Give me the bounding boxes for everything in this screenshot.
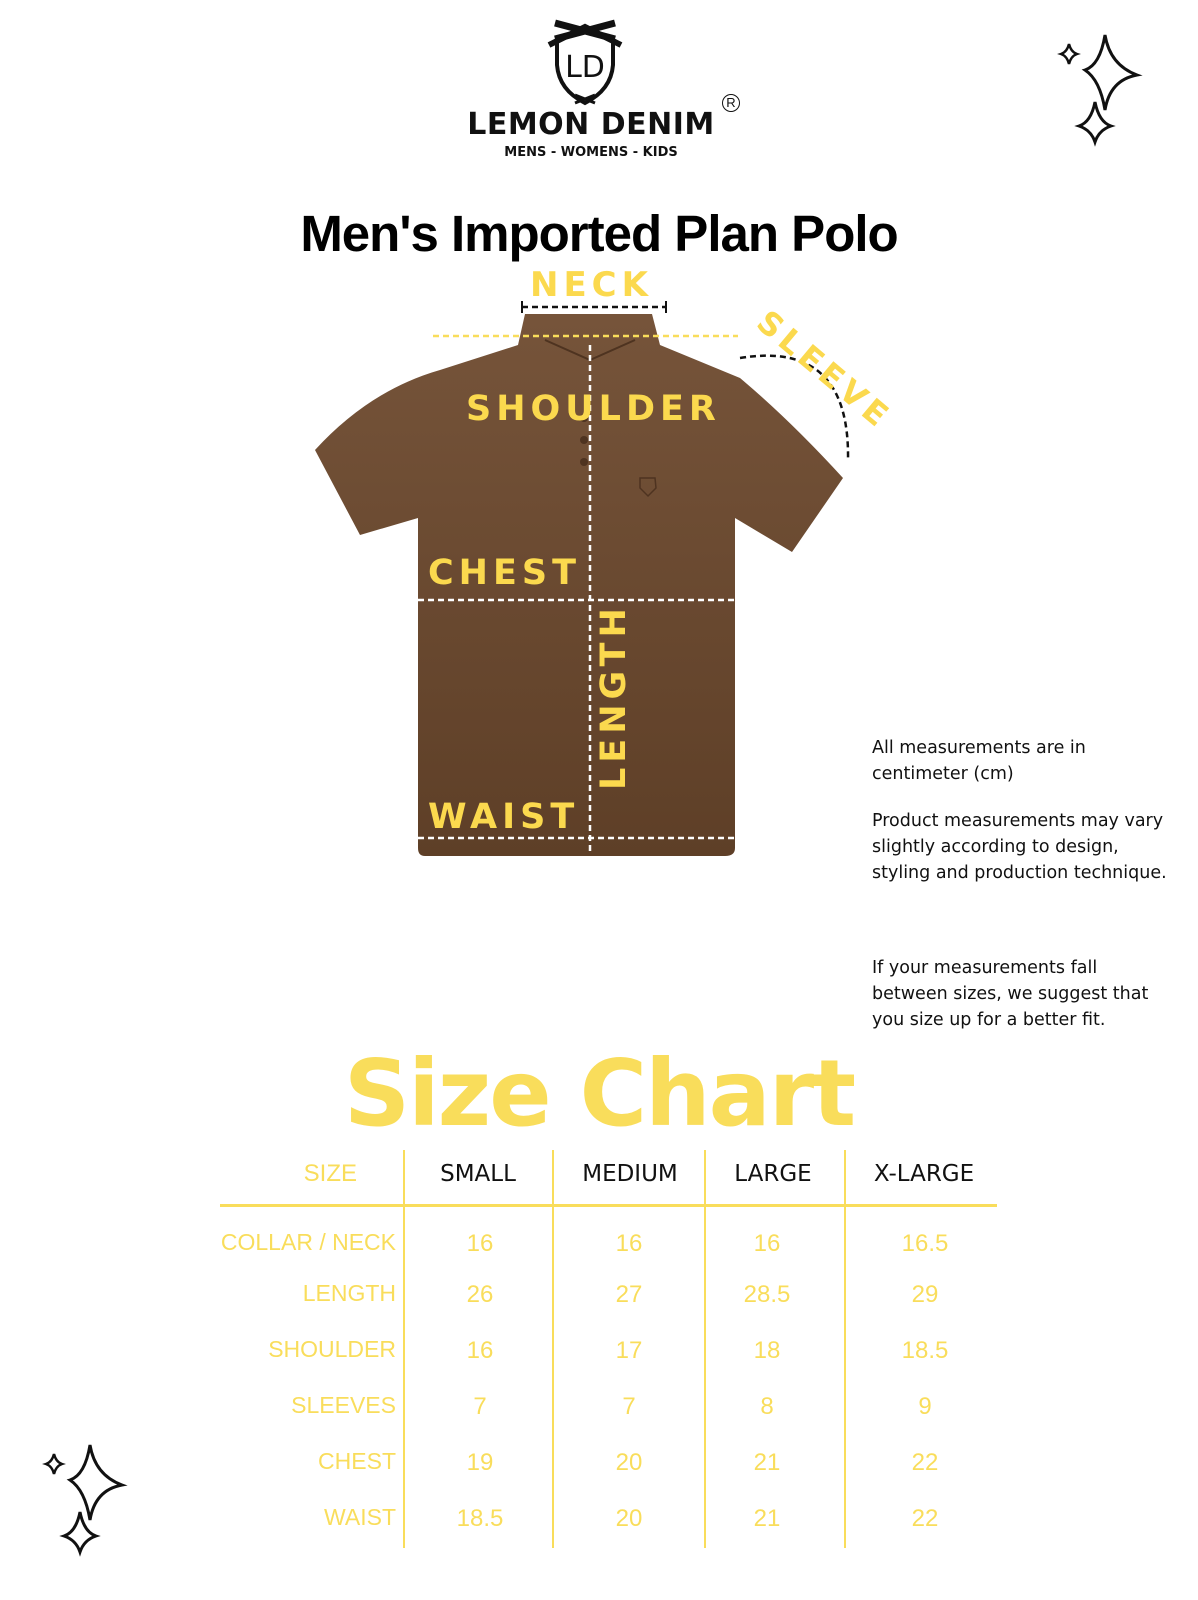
size-header-large: LARGE (734, 1161, 812, 1187)
table-cell: 28.5 (743, 1281, 791, 1308)
registered-mark: R (722, 94, 740, 112)
size-header-small: SMALL (440, 1161, 516, 1187)
waist-label: WAIST (428, 797, 580, 837)
table-cell: 20 (615, 1449, 643, 1476)
chest-label: CHEST (428, 553, 581, 593)
size-header-medium: MEDIUM (582, 1161, 678, 1187)
brand-logo-icon: LD (547, 19, 623, 106)
table-cell: 27 (615, 1281, 643, 1308)
variation-note: Product measurements may vary slightly a… (872, 811, 1167, 883)
row-label: LENGTH (302, 1280, 396, 1306)
column-divider (403, 1150, 405, 1548)
table-cell: 7 (622, 1393, 636, 1420)
row-label: COLLAR / NECK (220, 1229, 396, 1255)
table-cell: 18 (753, 1337, 781, 1364)
table-cell: 19 (466, 1449, 494, 1476)
row-label: CHEST (318, 1448, 396, 1474)
table-cell: 16 (753, 1230, 781, 1257)
size-chart-heading: Size Chart (343, 1040, 856, 1147)
sparkle-icon (1057, 34, 1143, 147)
table-cell: 20 (615, 1505, 643, 1532)
table-cell: 16 (615, 1230, 643, 1257)
table-cell: 16 (466, 1230, 494, 1257)
table-cell: 18.5 (456, 1505, 504, 1532)
neck-label: NECK (530, 265, 653, 305)
size-corner-label: SIZE (303, 1160, 357, 1187)
page-title: Men's Imported Plan Polo (300, 205, 898, 262)
length-label: LENGTH (594, 603, 634, 790)
table-cell: 17 (615, 1337, 643, 1364)
brand-tagline: MENS - WOMENS - KIDS (504, 145, 678, 160)
table-cell: 9 (918, 1393, 932, 1420)
svg-text:LD: LD (565, 50, 605, 85)
row-label: SLEEVES (291, 1392, 396, 1418)
brand-name: LEMON DENIM (467, 107, 715, 142)
chest-logo-icon (639, 477, 657, 498)
table-cell: 16.5 (901, 1230, 949, 1257)
table-cell: 18.5 (901, 1337, 949, 1364)
column-divider (552, 1150, 554, 1548)
size-header-xlarge: X-LARGE (873, 1161, 975, 1187)
measurement-unit-note: All measurements are in centimeter (cm) (872, 738, 1086, 784)
table-cell: 29 (911, 1281, 939, 1308)
table-cell: 16 (466, 1337, 494, 1364)
polo-shirt-shape (315, 314, 843, 856)
sparkle-icon (42, 1444, 128, 1557)
shoulder-label: SHOULDER (466, 389, 721, 429)
table-cell: 8 (760, 1393, 774, 1420)
table-cell: 22 (911, 1449, 939, 1476)
column-divider (844, 1150, 846, 1548)
table-cell: 22 (911, 1505, 939, 1532)
polo-shirt-diagram (315, 301, 850, 856)
column-divider (704, 1150, 706, 1548)
table-cell: 7 (473, 1393, 487, 1420)
table-cell: 26 (466, 1281, 494, 1308)
header-divider (220, 1204, 997, 1207)
row-label: WAIST (324, 1504, 396, 1530)
size-up-note: If your measurements fall between sizes,… (872, 958, 1149, 1030)
table-cell: 21 (753, 1449, 781, 1476)
table-cell: 21 (753, 1505, 781, 1532)
row-label: SHOULDER (268, 1336, 396, 1362)
